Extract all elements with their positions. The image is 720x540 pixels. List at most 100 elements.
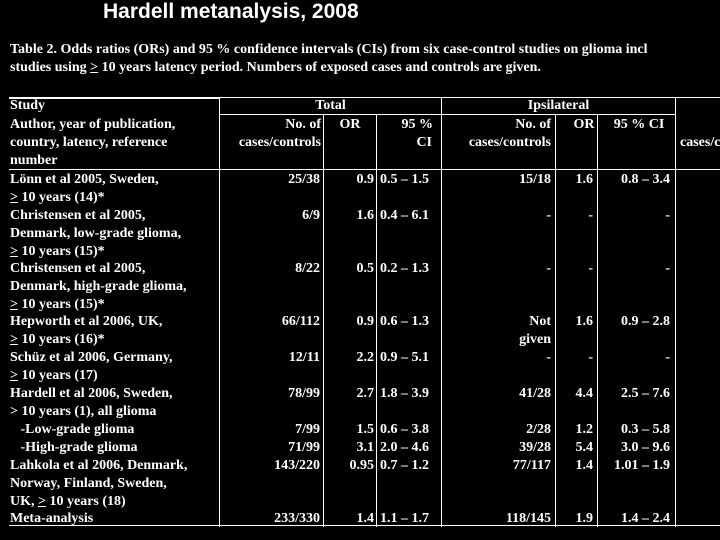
study-line: > 10 years (15)*: [10, 296, 105, 312]
ipsi-or: 1.6: [575, 314, 594, 329]
ipsi-ci: -: [665, 350, 670, 365]
total-cases-controls: 233/330: [274, 511, 320, 526]
group-header-rule: [220, 114, 675, 115]
total-cases-controls: 7/99: [295, 422, 320, 437]
total-ci: 0.2 – 1.3: [380, 261, 429, 276]
study-cell: Lönn et al 2005, Sweden, > 10 years (14)*: [10, 171, 218, 207]
ipsi-cases-controls: -: [546, 350, 551, 365]
total-or: 1.5: [356, 422, 375, 437]
caption-line-2: studies using > 10 years latency period.…: [10, 60, 541, 75]
study-cell: Christensen et al 2005, Denmark, high-gra…: [10, 260, 218, 313]
col-divider-ipsi-n: [555, 115, 556, 527]
study-line: Schüz et al 2006, Germany,: [10, 350, 173, 365]
study-line: -Low-grade glioma: [10, 422, 135, 437]
ipsi-cases-controls: Not: [529, 314, 551, 329]
header-total-no: No. of cases/controls: [238, 117, 321, 150]
ipsi-ci: -: [665, 208, 670, 223]
col-divider-ipsi-or: [597, 115, 598, 527]
ipsi-or: -: [588, 350, 593, 365]
ipsi-cases-controls: 41/28: [519, 386, 551, 401]
table-top-rule-right: [220, 97, 720, 98]
total-or: 0.9: [356, 314, 375, 329]
header-ipsi-no: No. of cases/controls: [468, 117, 551, 150]
table-bottom-rule: [9, 525, 720, 526]
total-ci: 1.1 – 1.7: [380, 511, 429, 526]
study-cell: Hepworth et al 2006, UK, > 10 years (16)*: [10, 313, 218, 349]
odds-ratio-table: Study Total Ipsilateral Author, year of …: [9, 97, 720, 527]
ipsi-cases-controls: 15/18: [519, 172, 551, 187]
total-ci: 0.5 – 1.5: [380, 172, 429, 187]
total-or: 1.4: [356, 511, 375, 526]
ipsi-cases-controls: -: [546, 208, 551, 223]
ipsi-or: -: [588, 208, 593, 223]
col-divider-study: [219, 97, 220, 527]
total-cases-controls: 71/99: [288, 440, 320, 455]
total-or: 2.7: [356, 386, 375, 401]
col-divider-total-ipsi: [441, 97, 442, 527]
total-or: 0.5: [356, 261, 375, 276]
header-bottom-rule: [9, 169, 720, 170]
header-total-or: OR: [339, 117, 361, 132]
study-cell: Christensen et al 2005, Denmark, low-grad…: [10, 207, 218, 260]
ipsi-or: 5.4: [575, 440, 594, 455]
total-ci: 0.6 – 1.3: [380, 314, 429, 329]
total-or: 2.2: [356, 350, 375, 365]
study-line: > 10 years (16)*: [10, 331, 105, 347]
study-line: > 10 years (14)*: [10, 189, 105, 205]
ipsi-or: 1.9: [575, 511, 594, 526]
study-line: Meta-analysis: [10, 511, 94, 526]
total-or: 1.6: [356, 208, 375, 223]
ipsi-ci: -: [665, 261, 670, 276]
study-line: -High-grade glioma: [10, 440, 138, 455]
ipsi-ci: 2.5 – 7.6: [621, 386, 670, 401]
study-line: Lahkola et al 2006, Denmark,: [10, 458, 188, 473]
header-ipsi-ci: 95 % CI: [613, 117, 665, 132]
total-ci: 2.0 – 4.6: [380, 440, 429, 455]
ipsi-ci: 1.01 – 1.9: [614, 458, 670, 473]
study-line: Lönn et al 2005, Sweden,: [10, 172, 159, 187]
ipsi-cases-controls: 39/28: [519, 440, 551, 455]
study-line: Hardell et al 2006, Sweden,: [10, 386, 173, 401]
study-cell: Lahkola et al 2006, Denmark, Norway, Finl…: [10, 457, 218, 510]
study-line: Denmark, high-grade glioma,: [10, 278, 187, 294]
total-or: 0.95: [349, 458, 375, 473]
ipsi-cases-controls: 77/117: [512, 458, 551, 473]
table-caption: Table 2. Odds ratios (ORs) and 95 % conf…: [10, 41, 720, 77]
caption-line-1: Table 2. Odds ratios (ORs) and 95 % conf…: [10, 42, 648, 57]
col-divider-or: [376, 115, 377, 527]
study-line: Hepworth et al 2006, UK,: [10, 314, 163, 329]
ipsi-ci: 0.9 – 2.8: [621, 314, 670, 329]
total-or: 0.9: [356, 172, 375, 187]
ipsi-or: 1.6: [575, 172, 594, 187]
header-total: Total: [315, 98, 346, 113]
ipsi-cases-controls: 118/145: [505, 511, 551, 526]
total-cases-controls: 143/220: [274, 458, 320, 473]
ipsi-cases-controls: 2/28: [526, 422, 551, 437]
total-cases-controls: 66/112: [281, 314, 320, 329]
total-ci: 0.4 – 6.1: [380, 208, 429, 223]
total-ci: 0.7 – 1.2: [380, 458, 429, 473]
study-line: > 10 years (17): [10, 367, 98, 383]
total-or: 3.1: [356, 440, 375, 455]
ipsi-ci: 3.0 – 9.6: [621, 440, 670, 455]
ipsi-or: 4.4: [575, 386, 594, 401]
total-cases-controls: 78/99: [288, 386, 320, 401]
study-line: Norway, Finland, Sweden,: [10, 475, 167, 491]
study-cell: -Low-grade glioma: [10, 421, 218, 439]
study-line: Denmark, low-grade glioma,: [10, 225, 182, 241]
total-cases-controls: 12/11: [288, 350, 320, 365]
study-line: > 10 years (1), all glioma: [10, 403, 157, 419]
ipsi-cases-controls: -: [546, 261, 551, 276]
header-cut-cases: cases/c: [680, 135, 720, 150]
col-divider-n: [323, 115, 324, 527]
ipsi-ci: 1.4 – 2.4: [621, 511, 670, 526]
header-ipsilateral: Ipsilateral: [527, 98, 590, 113]
total-ci: 0.9 – 5.1: [380, 350, 429, 365]
header-total-ci: 95 % CI: [401, 117, 434, 150]
slide-title: Hardell metanalysis, 2008: [103, 0, 359, 23]
ipsi-or: 1.2: [575, 422, 594, 437]
study-cell: Hardell et al 2006, Sweden, > 10 years (1…: [10, 385, 218, 421]
study-cell: Meta-analysis: [10, 510, 218, 527]
ipsi-or: -: [588, 261, 593, 276]
header-study: Study: [10, 98, 46, 113]
